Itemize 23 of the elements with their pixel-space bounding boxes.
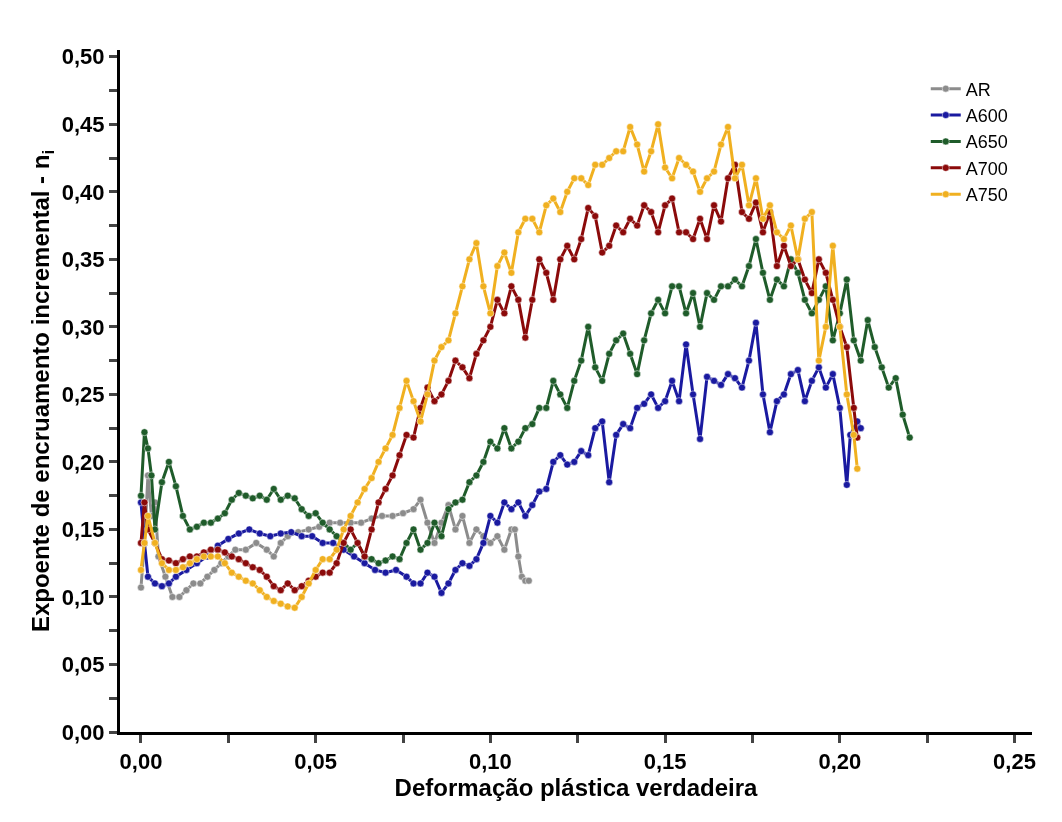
y-tick-label: 0,35: [61, 247, 105, 273]
x-tick-label: 0,10: [468, 749, 512, 775]
y-tick-label: 0,50: [61, 44, 105, 70]
y-tick-label: 0,15: [61, 517, 105, 543]
legend-label: A750: [965, 185, 1008, 206]
legend-label: A600: [965, 106, 1008, 127]
y-tick-label: 0,00: [61, 719, 105, 745]
x-tick-label: 0,25: [993, 749, 1036, 775]
x-tick-label: 0,15: [643, 749, 687, 775]
y-tick-label: 0,20: [61, 449, 105, 475]
y-tick-label: 0,25: [61, 382, 105, 408]
y-tick-label: 0,45: [61, 111, 105, 137]
y-tick-label: 0,40: [61, 179, 105, 205]
y-tick-label: 0,05: [61, 652, 105, 678]
x-axis-title: Deformação plástica verdadeira: [394, 774, 759, 802]
y-tick-label: 0,10: [61, 584, 105, 610]
x-tick-label: 0,05: [294, 749, 338, 775]
x-tick-label: 0,20: [818, 749, 862, 775]
y-tick-label: 0,30: [61, 314, 105, 340]
legend-label: A650: [965, 132, 1008, 153]
legend-label: A700: [965, 158, 1008, 179]
x-tick-label: 0,00: [119, 749, 163, 775]
legend-label: AR: [965, 79, 991, 100]
